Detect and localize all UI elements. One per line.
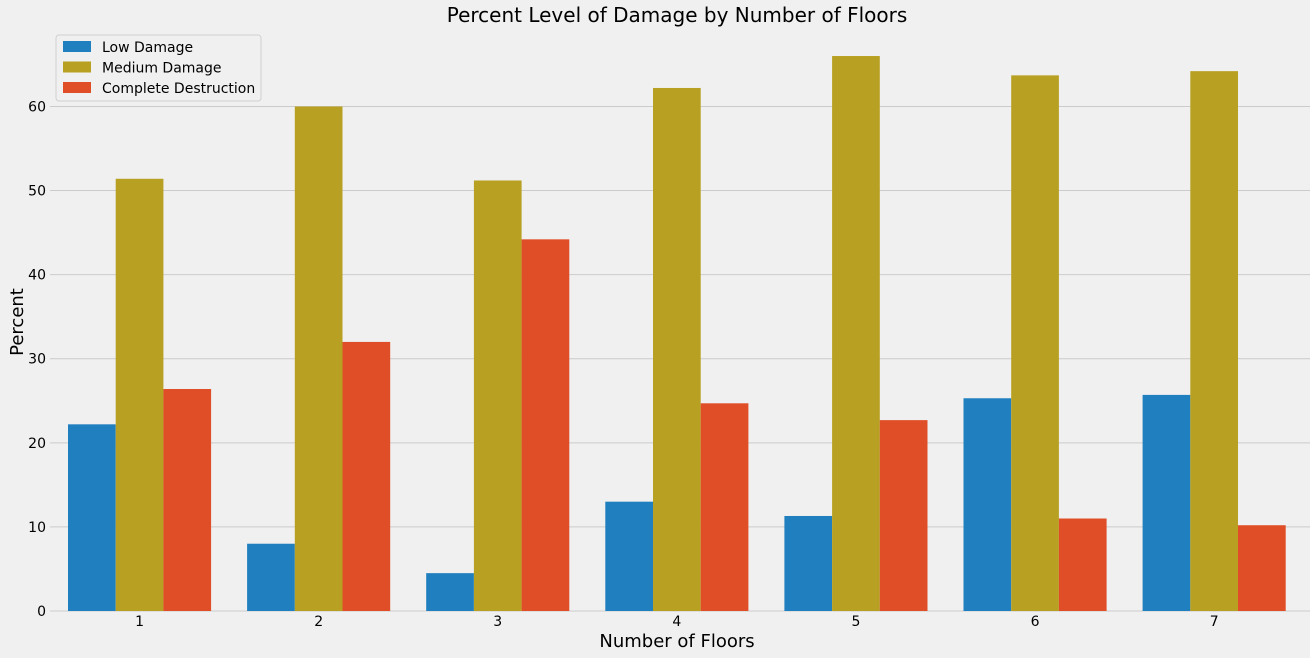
bar-medium-damage-floors-4 [653, 87, 701, 612]
bar-complete-destruction-floors-3 [521, 239, 570, 612]
bar-complete-destruction-floors-4 [700, 403, 749, 611]
x-tick-label: 2 [314, 614, 323, 630]
bar-complete-destruction-floors-5 [879, 420, 928, 611]
bar-medium-damage-floors-7 [1190, 71, 1238, 612]
legend-label: Complete Destruction [102, 81, 255, 97]
legend-frame [55, 34, 262, 102]
x-tick-label: 5 [851, 614, 860, 630]
bar-complete-destruction-floors-1 [163, 389, 212, 611]
y-tick-label: 30 [28, 352, 46, 368]
bar-medium-damage-floors-1 [115, 178, 164, 611]
legend-label: Low Damage [102, 40, 193, 56]
x-tick-labels: 1 2 3 4 5 6 7 [135, 614, 1219, 630]
chart-title: Percent Level of Damage by Number of Flo… [447, 3, 908, 27]
x-axis-label: Number of Floors [599, 631, 754, 652]
bars [68, 56, 1286, 612]
x-tick-label: 1 [135, 614, 144, 630]
y-tick-label: 10 [28, 520, 46, 536]
legend-swatch [63, 82, 91, 93]
bar-low-damage-floors-1 [68, 424, 116, 611]
bar-complete-destruction-floors-2 [342, 341, 391, 611]
y-tick-labels: 0 10 20 30 40 50 60 [28, 99, 46, 620]
x-tick-label: 7 [1210, 614, 1219, 630]
bar-medium-damage-floors-2 [294, 106, 343, 611]
bar-low-damage-floors-6 [963, 398, 1012, 611]
bar-low-damage-floors-3 [426, 573, 474, 611]
bar-medium-damage-floors-3 [473, 180, 522, 611]
legend: Low Damage Medium Damage Complete Destruct… [55, 34, 262, 102]
y-tick-label: 0 [37, 604, 46, 620]
bar-complete-destruction-floors-7 [1238, 525, 1286, 611]
y-tick-label: 20 [28, 436, 46, 452]
bar-low-damage-floors-2 [247, 543, 295, 611]
legend-swatch [63, 41, 91, 52]
y-axis-label: Percent [7, 288, 28, 356]
y-tick-label: 60 [28, 99, 46, 115]
x-tick-label: 6 [1031, 614, 1040, 630]
legend-label: Medium Damage [102, 61, 222, 77]
x-tick-label: 3 [493, 614, 502, 630]
bar-medium-damage-floors-6 [1011, 75, 1059, 611]
bar-low-damage-floors-4 [605, 501, 653, 611]
bar-complete-destruction-floors-6 [1058, 518, 1107, 611]
bar-low-damage-floors-5 [784, 515, 833, 611]
bar-low-damage-floors-7 [1142, 394, 1191, 611]
bar-medium-damage-floors-5 [832, 56, 880, 611]
x-tick-label: 4 [672, 614, 681, 630]
y-tick-label: 50 [28, 184, 46, 200]
legend-swatch [63, 61, 91, 73]
y-tick-label: 40 [28, 268, 46, 284]
